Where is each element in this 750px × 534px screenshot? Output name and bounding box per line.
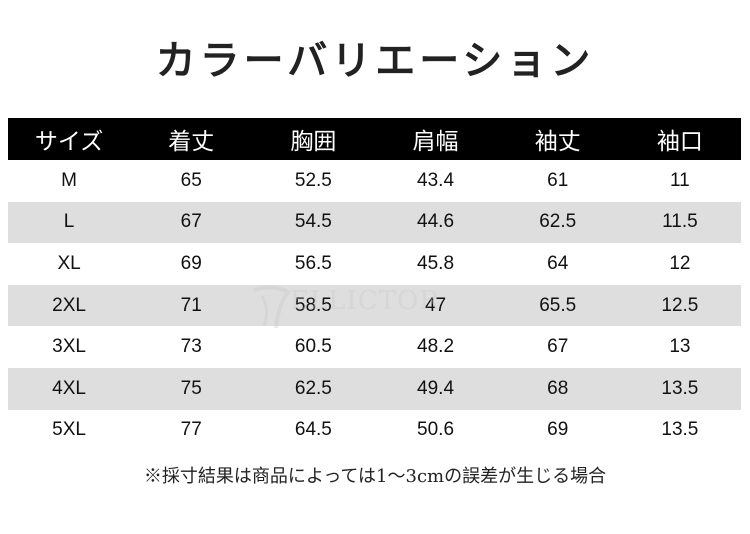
size-table: サイズ 着丈 胸囲 肩幅 袖丈 袖口 M 65 52.5 43.4 61 11 … <box>8 118 741 452</box>
cell-cuff: 13 <box>618 326 741 368</box>
cell-length: 73 <box>130 326 253 368</box>
cell-chest: 52.5 <box>252 160 375 202</box>
cell-size: M <box>8 160 131 202</box>
cell-size: L <box>8 201 131 244</box>
cell-shoulder: 44.6 <box>374 201 497 244</box>
cell-size: 5XL <box>8 409 131 452</box>
table-row: M 65 52.5 43.4 61 11 <box>8 160 741 202</box>
cell-shoulder: 45.8 <box>374 243 497 285</box>
header-length: 着丈 <box>130 118 253 160</box>
cell-cuff: 12.5 <box>618 284 741 327</box>
cell-size: 4XL <box>8 367 131 410</box>
cell-cuff: 12 <box>618 243 741 285</box>
cell-chest: 64.5 <box>252 409 375 452</box>
cell-chest: 62.5 <box>252 367 375 410</box>
cell-shoulder: 47 <box>374 284 497 327</box>
cell-shoulder: 48.2 <box>374 326 497 368</box>
table-header-row: サイズ 着丈 胸囲 肩幅 袖丈 袖口 <box>8 118 741 160</box>
cell-chest: 60.5 <box>252 326 375 368</box>
cell-cuff: 13.5 <box>618 367 741 410</box>
measurement-note: ※採寸結果は商品によっては1～3cmの誤差が生じる場合 <box>143 466 607 487</box>
cell-size: XL <box>8 243 131 285</box>
header-sleeve: 袖丈 <box>496 118 619 160</box>
cell-chest: 54.5 <box>252 201 375 244</box>
cell-sleeve: 62.5 <box>496 201 619 244</box>
header-cuff: 袖口 <box>618 118 741 160</box>
header-shoulder: 肩幅 <box>374 118 497 160</box>
table-row: 3XL 73 60.5 48.2 67 13 <box>8 326 741 368</box>
cell-shoulder: 49.4 <box>374 367 497 410</box>
table-row: 2XL 71 58.5 47 65.5 12.5 <box>8 284 741 327</box>
cell-length: 69 <box>130 243 253 285</box>
cell-sleeve: 64 <box>496 243 619 285</box>
cell-shoulder: 43.4 <box>374 160 497 202</box>
cell-cuff: 13.5 <box>618 409 741 452</box>
cell-sleeve: 68 <box>496 367 619 410</box>
cell-cuff: 11.5 <box>618 201 741 244</box>
cell-length: 75 <box>130 367 253 410</box>
cell-length: 67 <box>130 201 253 244</box>
page-title: カラーバリエーション <box>155 37 595 84</box>
cell-size: 2XL <box>8 284 131 327</box>
header-size: サイズ <box>8 118 131 160</box>
table-row: XL 69 56.5 45.8 64 12 <box>8 243 741 285</box>
table-row: 5XL 77 64.5 50.6 69 13.5 <box>8 409 741 452</box>
cell-sleeve: 69 <box>496 409 619 452</box>
cell-sleeve: 61 <box>496 160 619 202</box>
header-chest: 胸囲 <box>252 118 375 160</box>
cell-length: 77 <box>130 409 253 452</box>
cell-sleeve: 67 <box>496 326 619 368</box>
table-row: 4XL 75 62.5 49.4 68 13.5 <box>8 367 741 410</box>
cell-cuff: 11 <box>618 160 741 202</box>
cell-length: 71 <box>130 284 253 327</box>
cell-shoulder: 50.6 <box>374 409 497 452</box>
cell-size: 3XL <box>8 326 131 368</box>
table-row: L 67 54.5 44.6 62.5 11.5 <box>8 201 741 244</box>
cell-sleeve: 65.5 <box>496 284 619 327</box>
cell-chest: 56.5 <box>252 243 375 285</box>
cell-length: 65 <box>130 160 253 202</box>
cell-chest: 58.5 <box>252 284 375 327</box>
